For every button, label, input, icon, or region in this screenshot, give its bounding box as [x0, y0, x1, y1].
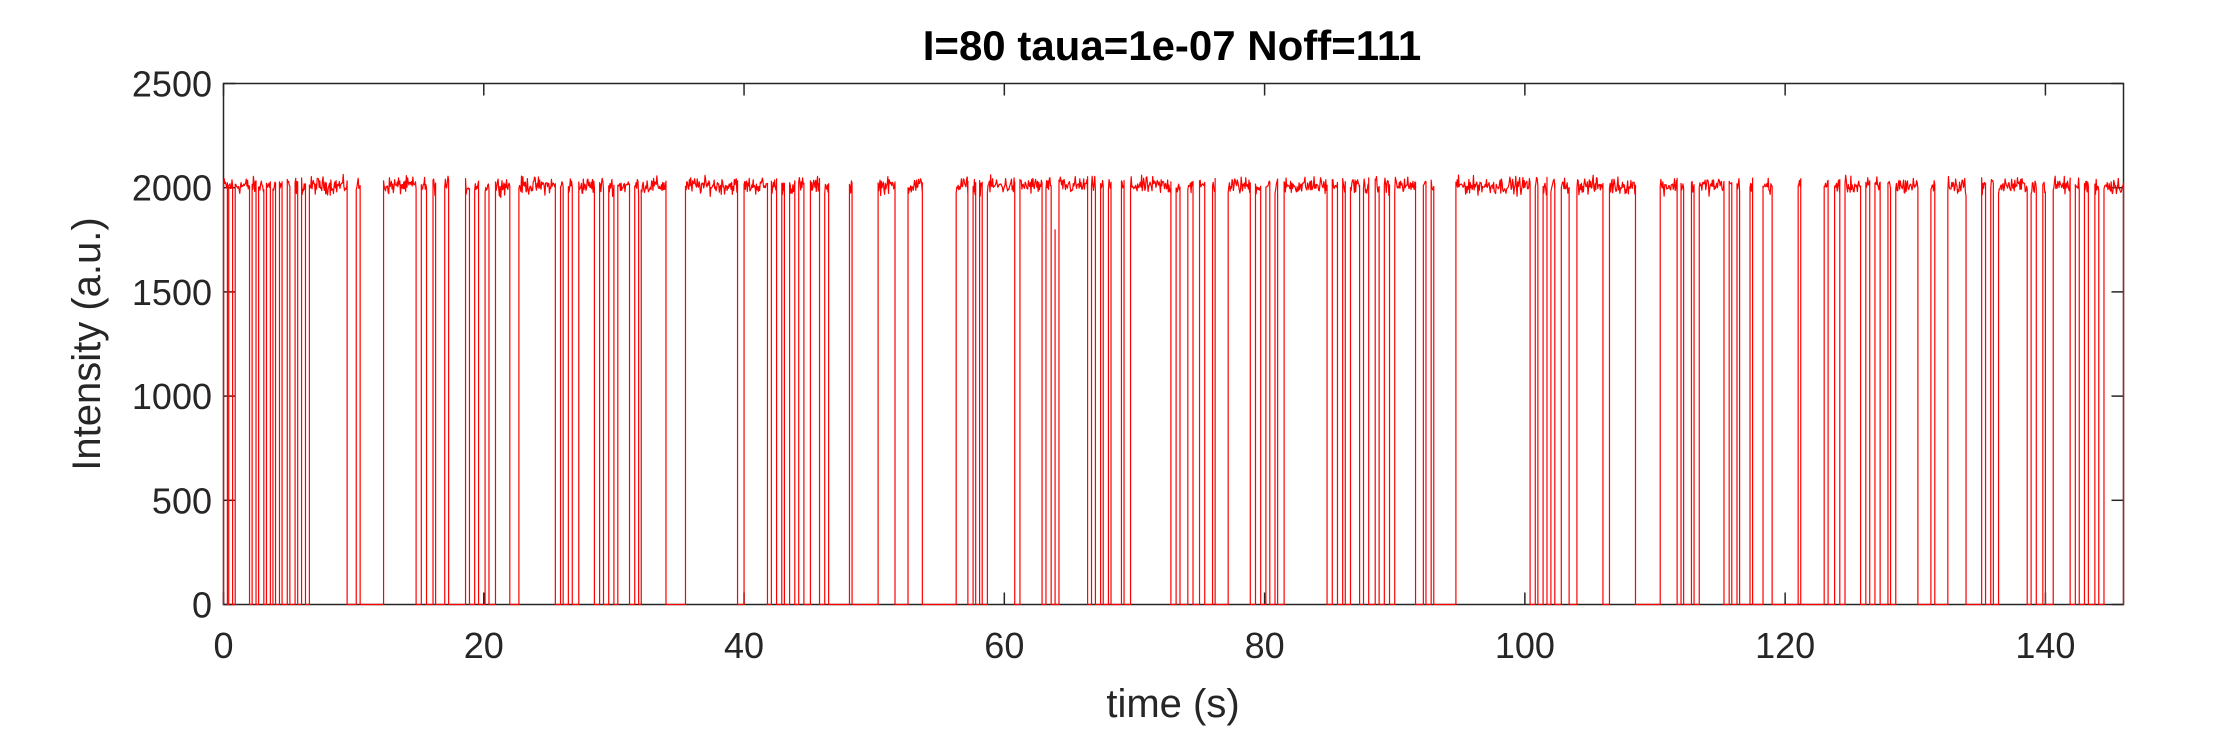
- x-tick-label: 40: [724, 625, 764, 666]
- intensity-trace: [222, 173, 2125, 606]
- y-tick-label: 1500: [132, 272, 212, 313]
- y-tick-label: 1000: [132, 376, 212, 417]
- tick-labels: 0 20 40 60 80 100 120 140 0 500 1000 1500 2000 2500: [132, 64, 2076, 667]
- x-axis-label: time (s): [1106, 682, 1239, 726]
- trace-line: [222, 173, 2125, 606]
- y-tick-label: 0: [192, 585, 212, 626]
- axes-box: [222, 82, 2125, 606]
- x-tick-label: 60: [984, 625, 1024, 666]
- plot-area: [222, 82, 2125, 606]
- y-axis-label: Intensity (a.u.): [65, 217, 109, 470]
- y-tick-label: 2000: [132, 168, 212, 209]
- x-tick-label: 0: [213, 625, 233, 666]
- y-tick-label: 500: [152, 480, 212, 521]
- x-tick-label: 100: [1495, 625, 1555, 666]
- y-tick-label: 2500: [132, 64, 212, 105]
- x-tick-label: 20: [464, 625, 504, 666]
- x-tick-label: 120: [1755, 625, 1815, 666]
- chart-title: I=80 taua=1e-07 Noff=111: [923, 22, 1421, 69]
- x-tick-label: 140: [2015, 625, 2075, 666]
- x-tick-label: 80: [1245, 625, 1285, 666]
